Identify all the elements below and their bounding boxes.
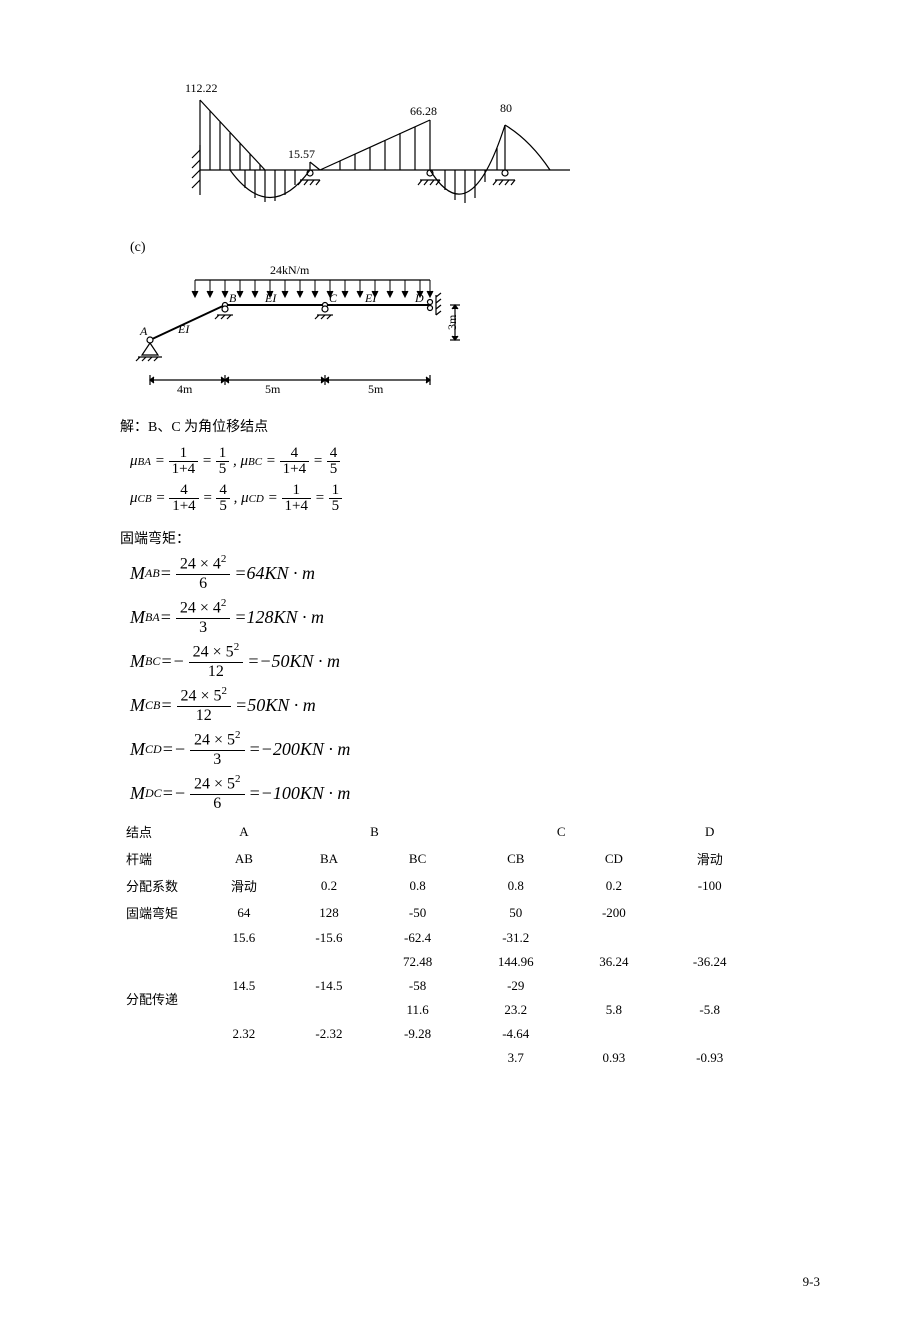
structure-diagram-svg: 24kN/m A B C D EI EI EI 4m 5m 5m 3m: [130, 260, 490, 400]
dim-h: 3m: [445, 314, 459, 330]
mu-row-2: μCB = 41+4 = 45 , μCD = 11+4 = 15: [130, 483, 820, 514]
moment-BC: MBC = − 24 × 5212 = −50KN · m: [130, 642, 820, 680]
solution-intro: 解：B、C 为角位移结点: [120, 416, 820, 436]
moment-diagram-svg: 112.22 15.57 66.28 80: [160, 70, 600, 230]
pt-A: A: [139, 324, 148, 338]
md-label-4: 80: [500, 101, 512, 115]
moment-diagram: 112.22 15.57 66.28 80: [160, 70, 820, 230]
dim-ab: 4m: [177, 382, 193, 396]
table-row: 分配传递 15.6-15.6-62.4-31.2: [120, 926, 760, 950]
dim-cd: 5m: [368, 382, 384, 396]
moment-DC: MDC = − 24 × 526 = −100KN · m: [130, 774, 820, 812]
table-row: 2.32-2.32-9.28-4.64: [120, 1022, 760, 1046]
page-number: 9-3: [803, 1274, 820, 1290]
table-row: 72.48144.9636.24-36.24: [120, 950, 760, 974]
table-row: 杆端 AB BA BC CB CD 滑动: [120, 845, 760, 872]
seg-CD: EI: [364, 291, 377, 305]
md-label-3: 66.28: [410, 104, 437, 118]
table-row: 结点 A B C D: [120, 818, 760, 845]
md-label-2: 15.57: [288, 147, 315, 161]
fixed-end-label: 固端弯矩：: [120, 528, 820, 548]
section-label: (c): [130, 240, 820, 256]
table-row: 3.70.93-0.93: [120, 1046, 760, 1070]
moment-AB: MAB = 24 × 426 = 64KN · m: [130, 554, 820, 592]
moment-BA: MBA = 24 × 423 = 128KN · m: [130, 598, 820, 636]
pt-B: B: [229, 291, 237, 305]
dim-bc: 5m: [265, 382, 281, 396]
seg-AB: EI: [177, 322, 190, 336]
pt-C: C: [329, 291, 338, 305]
structure-diagram: 24kN/m A B C D EI EI EI 4m 5m 5m 3m: [130, 260, 820, 400]
table-row: 固端弯矩 64 128 -50 50 -200: [120, 899, 760, 926]
pt-D: D: [414, 291, 424, 305]
table-row: 11.623.25.8-5.8: [120, 998, 760, 1022]
table-row: 14.5-14.5-58-29: [120, 974, 760, 998]
moment-CD: MCD = − 24 × 523 = −200KN · m: [130, 730, 820, 768]
table-row: 分配系数 滑动 0.2 0.8 0.8 0.2 -100: [120, 872, 760, 899]
distribution-table: 结点 A B C D 杆端 AB BA BC CB CD 滑动 分配系数 滑动 …: [120, 818, 760, 1070]
moment-CB: MCB = 24 × 5212 = 50KN · m: [130, 686, 820, 724]
md-label-1: 112.22: [185, 81, 218, 95]
seg-BC: EI: [264, 291, 277, 305]
mu-row-1: μBA = 11+4 = 15 , μBC = 41+4 = 45: [130, 446, 820, 477]
load-label: 24kN/m: [270, 263, 310, 277]
